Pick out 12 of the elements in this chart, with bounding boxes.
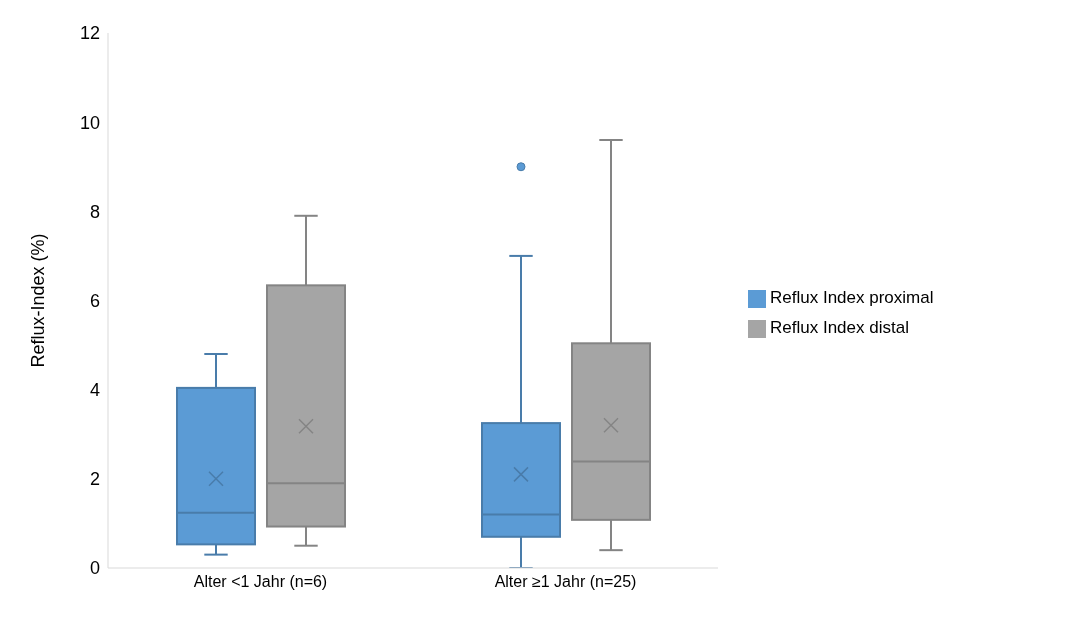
y-tick-label: 12 (79, 23, 100, 44)
y-tick-label: 6 (89, 290, 100, 311)
y-tick-label: 0 (89, 558, 100, 579)
y-tick-label: 8 (89, 201, 100, 222)
x-tick-label: Alter ≥1 Jahr (n=25) (494, 573, 637, 591)
y-tick-label: 10 (79, 112, 100, 133)
y-axis-title: Reflux-Index (%) (28, 233, 49, 368)
y-tick-label: 4 (89, 380, 100, 401)
legend-label: Reflux Index distal (770, 318, 909, 337)
x-tick-label: Alter <1 Jahr (n=6) (193, 573, 328, 591)
legend-label: Reflux Index proximal (770, 288, 934, 307)
y-tick-label: 2 (89, 469, 100, 490)
